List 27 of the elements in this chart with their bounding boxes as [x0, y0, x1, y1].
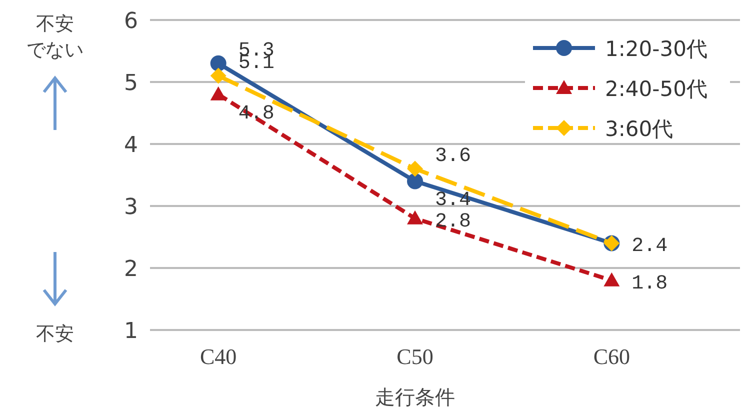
y-tick-label: 6 — [124, 9, 138, 34]
y-tick-label: 4 — [124, 133, 138, 158]
x-tick-label: C40 — [200, 344, 237, 369]
y-tick-label: 5 — [124, 71, 138, 96]
data-label: 2.4 — [632, 235, 668, 258]
y-tick-label: 3 — [124, 195, 138, 220]
point — [407, 210, 423, 224]
text: 不安 — [36, 323, 74, 345]
y-tick-label: 2 — [124, 257, 138, 282]
point — [604, 272, 620, 286]
y-tick-label: 1 — [124, 319, 138, 344]
point — [210, 86, 226, 100]
point — [210, 55, 226, 72]
data-label: 2.8 — [435, 210, 472, 234]
data-label: 3.4 — [435, 189, 472, 212]
point — [407, 173, 423, 190]
legend-label: 2:40-50代 — [605, 77, 708, 101]
text: 不安でない — [26, 13, 84, 61]
data-label: 3.6 — [435, 144, 472, 168]
legend-label: 1:20-30代 — [605, 37, 708, 61]
x-tick-label: C60 — [593, 344, 630, 369]
x-axis-title: 走行条件 — [375, 385, 455, 409]
legend-label: 3:60代 — [605, 117, 674, 141]
point — [210, 68, 226, 84]
point — [407, 160, 423, 177]
x-tick-label: C50 — [396, 344, 434, 369]
data-label: 1.8 — [632, 272, 668, 296]
